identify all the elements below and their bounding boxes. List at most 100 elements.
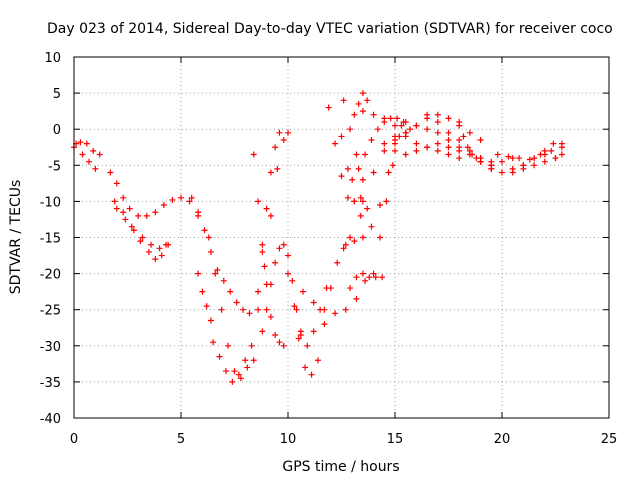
y-tick-label: 5	[53, 87, 61, 102]
data-point	[120, 194, 127, 201]
data-point	[314, 357, 321, 364]
x-tick-label: 25	[601, 432, 618, 447]
y-tick-label: 0	[53, 123, 61, 138]
data-point	[359, 270, 366, 277]
series-arc-33	[488, 151, 565, 176]
data-point	[340, 245, 347, 252]
series-arc-19	[340, 97, 366, 183]
data-point	[285, 129, 291, 136]
data-point	[342, 306, 349, 313]
series-arc-26	[359, 108, 463, 162]
data-point	[456, 144, 463, 151]
data-point	[334, 259, 341, 266]
data-point	[402, 118, 409, 125]
data-point	[83, 140, 90, 147]
data-point	[347, 126, 354, 133]
data-point	[261, 263, 268, 270]
data-point	[394, 115, 401, 122]
data-point	[509, 155, 516, 162]
data-point	[259, 328, 266, 335]
data-point	[541, 158, 548, 165]
series-arc-18	[338, 133, 371, 219]
data-point	[205, 234, 212, 241]
data-point	[214, 266, 221, 273]
data-point	[79, 151, 86, 158]
series-arc-3	[107, 169, 202, 219]
data-point	[233, 299, 240, 306]
data-point	[325, 104, 332, 111]
data-point	[163, 241, 170, 248]
data-point	[344, 194, 351, 201]
data-point	[364, 205, 371, 212]
data-point	[359, 108, 366, 115]
data-point	[424, 144, 431, 151]
y-tick-label: -15	[40, 232, 61, 247]
data-point	[402, 151, 409, 158]
axis-ticks	[73, 56, 610, 419]
data-point	[424, 126, 431, 133]
data-point	[364, 97, 371, 104]
data-point	[244, 364, 251, 371]
data-point	[377, 234, 384, 241]
series-arc-5	[113, 205, 170, 252]
data-point	[445, 137, 452, 144]
x-tick-label: 5	[177, 432, 185, 447]
data-point	[255, 198, 262, 205]
data-point	[263, 205, 270, 212]
data-point	[548, 147, 555, 154]
data-point	[370, 169, 377, 176]
data-point	[357, 194, 364, 201]
data-point	[285, 270, 291, 277]
chart-title: Day 023 of 2014, Sidereal Day-to-day VTE…	[47, 21, 613, 37]
data-point	[263, 306, 270, 313]
data-point	[113, 205, 120, 212]
data-point	[272, 259, 279, 266]
data-point	[374, 126, 381, 133]
data-point	[370, 111, 377, 118]
data-point	[381, 147, 388, 154]
data-point	[148, 241, 155, 248]
data-point	[488, 165, 495, 172]
data-point	[220, 277, 227, 284]
data-point	[445, 129, 452, 136]
data-point	[267, 212, 274, 219]
data-point	[516, 155, 523, 162]
data-point	[310, 328, 317, 335]
data-point	[347, 234, 354, 241]
data-point	[156, 245, 163, 252]
data-point	[195, 209, 202, 216]
data-point	[160, 202, 167, 209]
data-point	[255, 306, 262, 313]
data-point	[340, 97, 347, 104]
data-point	[499, 158, 505, 165]
data-point	[424, 111, 431, 118]
data-point	[280, 137, 287, 144]
data-point	[537, 151, 544, 158]
data-point	[505, 153, 512, 160]
data-point	[240, 306, 247, 313]
data-point	[531, 155, 538, 162]
data-point	[137, 238, 144, 245]
y-tick-label: 10	[44, 51, 61, 66]
data-point	[445, 115, 452, 122]
data-point	[289, 277, 296, 284]
data-point	[392, 137, 398, 144]
series-arc-9	[210, 339, 249, 385]
data-point	[383, 198, 390, 205]
data-point	[235, 371, 242, 378]
y-axis-label: SDTVAR / TECUs	[8, 180, 24, 295]
data-point	[92, 165, 99, 172]
data-point	[355, 100, 362, 107]
series-arc-20	[347, 270, 386, 292]
series-arc-10	[250, 151, 287, 349]
data-point	[387, 115, 394, 122]
data-point	[413, 122, 420, 129]
data-point	[473, 155, 480, 162]
data-point	[359, 176, 366, 183]
data-point	[398, 122, 405, 129]
data-point	[143, 212, 150, 219]
data-point	[135, 212, 142, 219]
x-tick-label: 20	[494, 432, 511, 447]
data-point	[77, 139, 84, 146]
data-point	[130, 227, 137, 234]
